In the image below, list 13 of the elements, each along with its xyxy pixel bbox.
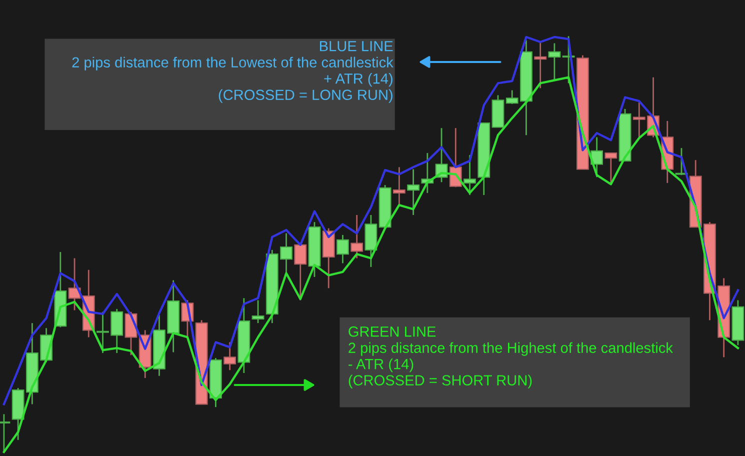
candlestick [252, 300, 264, 324]
candlestick [336, 234, 349, 264]
candlestick [590, 136, 603, 178]
candlestick [350, 214, 364, 259]
candlestick [534, 41, 547, 89]
candlestick [392, 166, 406, 206]
candlestick [548, 42, 561, 81]
candlestick [407, 168, 420, 216]
candlestick [604, 152, 618, 184]
annotation: GREEN LINE 2 pips distance from the Highest of the candlestick - ATR (14) (CROSSED = SHORT RUN) [348, 326, 673, 388]
candlestick [464, 154, 476, 196]
annotation: BLUE LINE 2 pips distance from the Lowest of the candlestick + ATR (14) (CROSSED = LONG RUN) [72, 41, 394, 103]
candlestick [224, 342, 236, 371]
